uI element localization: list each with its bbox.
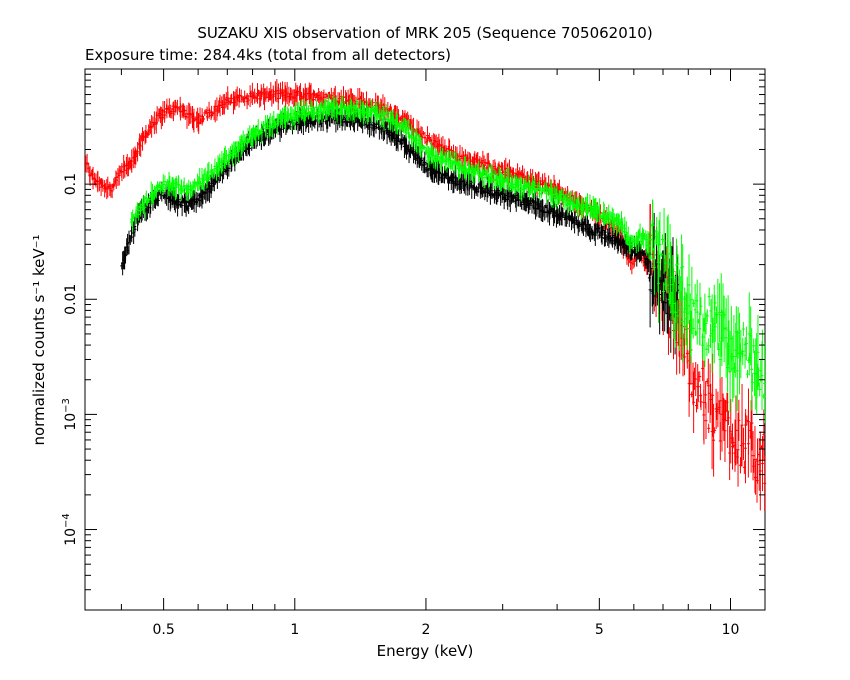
series-layer [84, 78, 767, 512]
y-tick-label: 10−3 [61, 398, 79, 431]
chart-title: SUZAKU XIS observation of MRK 205 (Seque… [197, 24, 652, 42]
y-tick-label: 0.01 [63, 284, 79, 315]
x-axis-label: Energy (keV) [377, 642, 474, 660]
series-2 [129, 94, 767, 424]
x-tick-label: 10 [722, 622, 740, 638]
svg-text:10−3: 10−3 [61, 398, 79, 431]
y-tick-label: 10−4 [61, 513, 79, 546]
svg-text:10−4: 10−4 [61, 513, 79, 546]
plot-frame [84, 68, 766, 611]
x-tick-label: 0.5 [152, 622, 174, 638]
x-tick-label: 5 [595, 622, 604, 638]
axes-layer: 0.5 1 2 5 10 0.1 0.01 10−3 10−4 [61, 69, 765, 638]
series-1 [120, 104, 680, 355]
y-axis-label: normalized counts s⁻¹ keV⁻¹ [30, 234, 48, 445]
y-tick-label: 0.1 [63, 173, 79, 195]
svg-text:0.01: 0.01 [63, 284, 79, 315]
svg-text:0.1: 0.1 [63, 173, 79, 195]
x-tick-label: 2 [421, 622, 430, 638]
x-tick-label: 1 [290, 622, 299, 638]
chart-subtitle: Exposure time: 284.4ks (total from all d… [85, 46, 451, 64]
